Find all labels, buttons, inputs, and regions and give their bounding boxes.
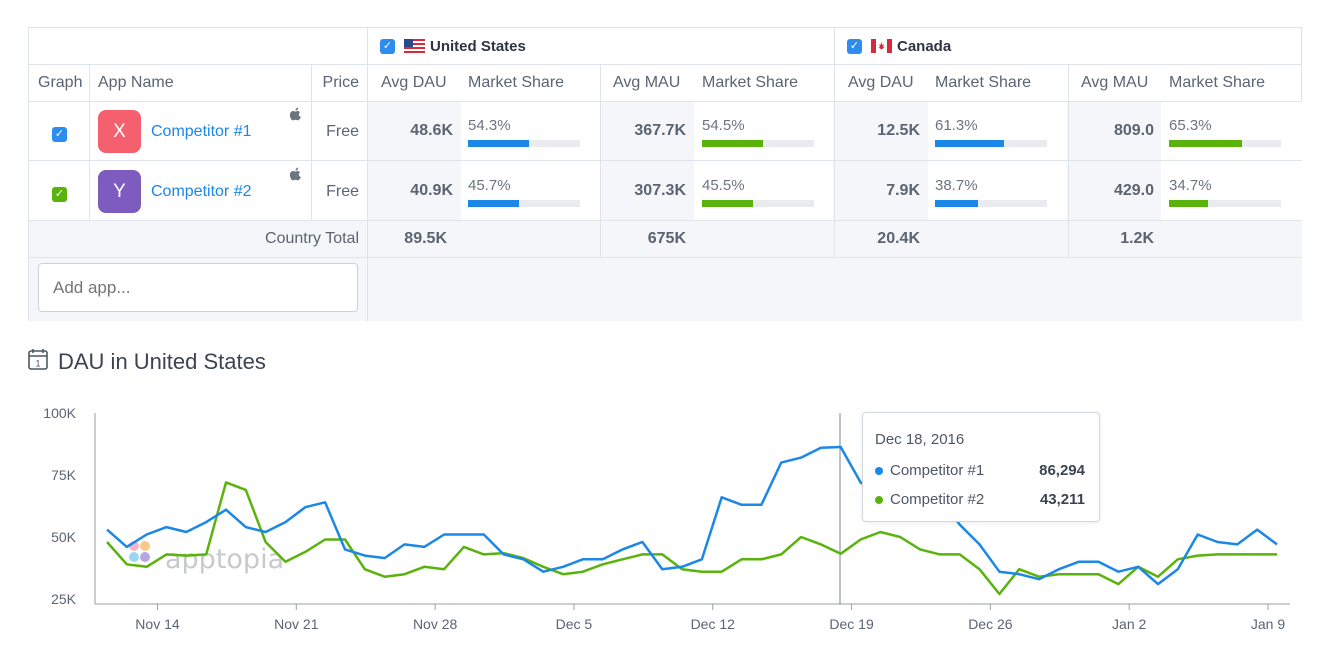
y-tick-label: 100K bbox=[43, 405, 76, 421]
app2-us-dau: 40.9K bbox=[410, 181, 453, 199]
app1-ca-mau-share: 65.3% bbox=[1169, 117, 1212, 134]
apple-icon bbox=[289, 167, 302, 184]
app2-us-dau-share: 45.7% bbox=[468, 177, 511, 194]
app2-ca-dau-share: 38.7% bbox=[935, 177, 978, 194]
app1-us-dau: 48.6K bbox=[410, 122, 453, 139]
y-tick-label: 25K bbox=[51, 591, 77, 607]
x-tick-label: Nov 14 bbox=[135, 616, 180, 632]
app1-us-mau: 367.7K bbox=[634, 122, 686, 139]
col-graph: Graph bbox=[38, 74, 83, 91]
app1-us-dau-share: 54.3% bbox=[468, 117, 511, 134]
total-ca-mau: 1.2K bbox=[1120, 230, 1154, 247]
x-tick-label: Jan 2 bbox=[1112, 616, 1146, 632]
x-tick-label: Dec 12 bbox=[691, 616, 736, 632]
watermark-text: apptopia bbox=[165, 544, 284, 575]
comparison-table: ✓ United States ✓ Canada Graph Ap bbox=[28, 27, 1302, 321]
col-ca-avg-mau[interactable]: Avg MAU bbox=[1081, 74, 1149, 91]
x-tick-label: Dec 26 bbox=[968, 616, 1013, 632]
app2-us-mau: 307.3K bbox=[634, 181, 686, 199]
app2-us-dau-bar bbox=[468, 200, 580, 207]
app1-price: Free bbox=[326, 123, 359, 140]
us-flag-icon bbox=[404, 39, 425, 53]
apptopia-watermark: apptopia bbox=[129, 541, 284, 575]
us-country-name: United States bbox=[430, 37, 526, 55]
tooltip-series-name: Competitor #2 bbox=[890, 491, 985, 508]
col-price: Price bbox=[322, 74, 359, 91]
country-total-label: Country Total bbox=[265, 230, 359, 247]
col-ca-avg-dau[interactable]: Avg DAU bbox=[848, 74, 914, 91]
app2-icon: Y bbox=[98, 170, 141, 213]
apple-icon bbox=[289, 107, 302, 124]
app2-us-mau-share: 45.5% bbox=[702, 177, 745, 194]
country-header-us[interactable]: ✓ United States bbox=[380, 28, 526, 64]
col-us-mau-share[interactable]: Market Share bbox=[702, 74, 799, 91]
app2-ca-mau-bar bbox=[1169, 200, 1281, 207]
col-us-dau-share[interactable]: Market Share bbox=[468, 74, 565, 91]
us-checkbox[interactable]: ✓ bbox=[380, 38, 395, 54]
x-tick-label: Dec 5 bbox=[556, 616, 593, 632]
canada-country-name: Canada bbox=[897, 37, 952, 55]
series-dot-icon bbox=[875, 495, 883, 504]
series-dot-icon bbox=[875, 466, 883, 475]
app1-ca-mau: 809.0 bbox=[1113, 122, 1154, 139]
total-us-dau: 89.5K bbox=[404, 230, 447, 247]
tooltip-date: Dec 18, 2016 bbox=[875, 431, 965, 448]
app2-us-mau-bar bbox=[702, 200, 814, 207]
canada-flag-icon bbox=[871, 39, 892, 53]
tooltip-row-1: Competitor #1 86,294 bbox=[875, 462, 1085, 479]
row1-graph-checkbox[interactable]: ✓ bbox=[52, 124, 67, 142]
chart-tooltip: Dec 18, 2016 Competitor #1 86,294 Compet… bbox=[862, 412, 1100, 522]
app1-ca-mau-bar bbox=[1169, 140, 1281, 147]
col-app-name: App Name bbox=[98, 74, 174, 91]
tooltip-series-value: 86,294 bbox=[1039, 462, 1085, 479]
app2-name-link[interactable]: Competitor #2 bbox=[151, 183, 252, 200]
y-tick-label: 50K bbox=[51, 529, 77, 545]
country-header-canada[interactable]: ✓ Canada bbox=[847, 28, 951, 64]
tooltip-series-value: 43,211 bbox=[1039, 491, 1085, 508]
app1-icon: X bbox=[98, 110, 141, 153]
app2-ca-dau-bar bbox=[935, 200, 1047, 207]
section-title-text: DAU in United States bbox=[58, 348, 266, 374]
tooltip-row-2: Competitor #2 43,211 bbox=[875, 491, 1085, 508]
dau-line-chart[interactable]: 25K 50K 75K 100K Nov 14 Nov 21 Nov 28 Dec 5 Dec… bbox=[0, 398, 1330, 664]
total-ca-dau: 20.4K bbox=[877, 230, 920, 247]
svg-text:1: 1 bbox=[35, 359, 40, 369]
x-tick-label: Nov 21 bbox=[274, 616, 319, 632]
app2-ca-mau: 429.0 bbox=[1113, 181, 1154, 199]
app2-ca-mau-share: 34.7% bbox=[1169, 177, 1212, 194]
total-us-mau: 675K bbox=[647, 230, 686, 247]
x-tick-label: Dec 19 bbox=[829, 616, 874, 632]
col-us-avg-dau[interactable]: Avg DAU bbox=[381, 74, 447, 91]
app1-ca-dau: 12.5K bbox=[877, 122, 920, 139]
col-ca-dau-share[interactable]: Market Share bbox=[935, 74, 1032, 91]
add-app-input[interactable] bbox=[38, 263, 358, 312]
app1-us-dau-bar bbox=[468, 140, 580, 147]
app2-price: Free bbox=[326, 183, 359, 200]
col-ca-mau-share[interactable]: Market Share bbox=[1169, 74, 1266, 91]
row2-graph-checkbox[interactable]: ✓ bbox=[52, 184, 67, 202]
canada-checkbox[interactable]: ✓ bbox=[847, 38, 862, 54]
app1-us-mau-bar bbox=[702, 140, 814, 147]
app1-name-link[interactable]: Competitor #1 bbox=[151, 123, 252, 140]
app1-ca-dau-bar bbox=[935, 140, 1047, 147]
series-line-1 bbox=[106, 445, 1278, 586]
x-tick-label: Jan 9 bbox=[1251, 616, 1285, 632]
y-tick-label: 75K bbox=[51, 467, 77, 483]
series-line-2 bbox=[106, 481, 1277, 596]
tooltip-series-name: Competitor #1 bbox=[890, 462, 985, 479]
app1-us-mau-share: 54.5% bbox=[702, 117, 745, 134]
app1-ca-dau-share: 61.3% bbox=[935, 117, 978, 134]
calendar-icon: 1 bbox=[28, 348, 48, 375]
app2-ca-dau: 7.9K bbox=[886, 181, 920, 199]
col-us-avg-mau[interactable]: Avg MAU bbox=[613, 74, 681, 91]
section-title: 1 DAU in United States bbox=[28, 348, 266, 375]
x-tick-label: Nov 28 bbox=[413, 616, 458, 632]
